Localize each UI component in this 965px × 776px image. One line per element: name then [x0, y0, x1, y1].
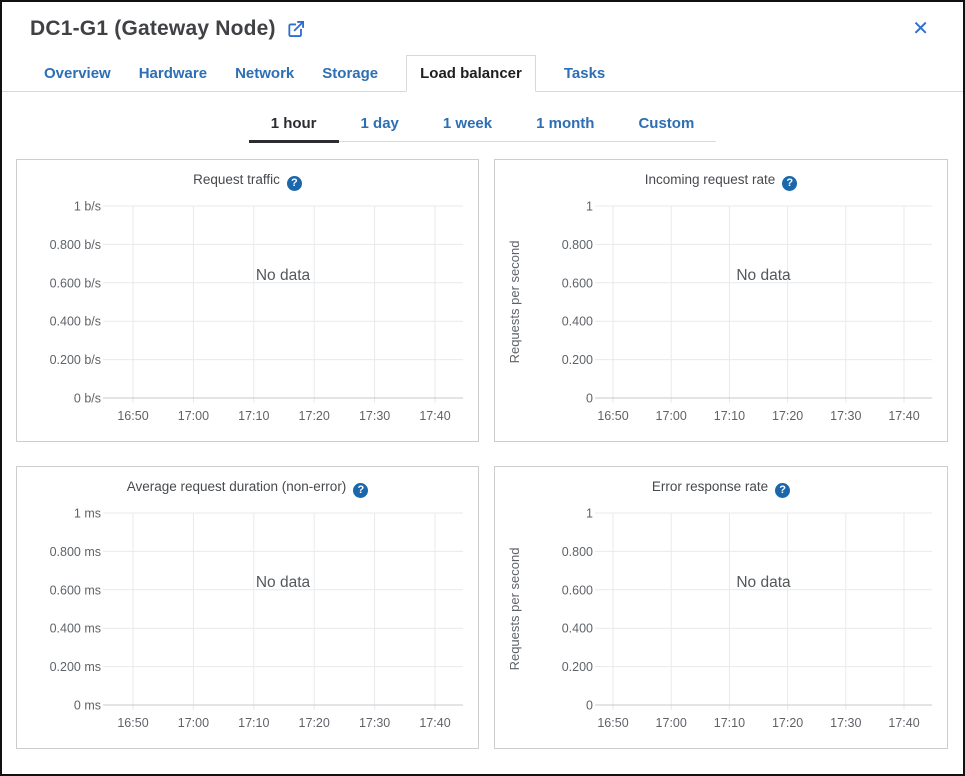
chart-title-row: Incoming request rate? — [495, 172, 947, 191]
tab-load-balancer[interactable]: Load balancer — [406, 55, 536, 92]
y-tick-label: 0 — [586, 392, 593, 406]
tab-bar: Overview Hardware Network Storage Load b… — [2, 55, 963, 92]
tab-overview[interactable]: Overview — [44, 65, 111, 82]
chart-svg: 1 b/s 0.800 b/s 0.600 b/s 0.400 b/s 0.200 b/… — [50, 200, 463, 423]
x-tick-label: 16:50 — [597, 409, 628, 423]
x-tick-label: 17:20 — [772, 409, 803, 423]
x-tick-label: 17:00 — [656, 409, 687, 423]
x-tick-label: 16:50 — [597, 716, 628, 730]
y-tick-label: 0.800 b/s — [50, 238, 101, 252]
help-icon[interactable]: ? — [353, 483, 369, 498]
y-tick-label: 0.200 b/s — [50, 353, 101, 367]
y-tick-label: 0.600 ms — [50, 583, 101, 597]
panel-average-request-duration: Average request duration (non-error)? 1 … — [16, 466, 479, 749]
x-tick-label: 17:00 — [178, 409, 209, 423]
no-data-label: No data — [736, 574, 791, 591]
y-tick-label: 0.600 — [562, 276, 593, 290]
x-tick-label: 17:40 — [419, 409, 450, 423]
y-tick-label: 1 b/s — [74, 200, 101, 214]
tab-network[interactable]: Network — [235, 65, 295, 82]
range-custom[interactable]: Custom — [638, 115, 695, 132]
panel-error-response-rate: Error response rate? 1 0.800 0.600 0.400 0.2… — [494, 466, 948, 749]
time-range-bar: 1 hour 1 day 1 week 1 month Custom — [2, 105, 963, 143]
panel-request-traffic: Request traffic? 1 b/s 0.800 b/s 0.600 b/s… — [16, 159, 479, 442]
chart-title-row: Request traffic? — [17, 172, 478, 191]
y-tick-label: 1 — [586, 507, 593, 521]
x-tick-label: 17:00 — [178, 716, 209, 730]
tab-storage[interactable]: Storage — [322, 65, 379, 82]
chart-svg: 1 0.800 0.600 0.400 0.200 0 16:50 17:00 17:10 17:… — [507, 507, 932, 730]
chart-title: Request traffic — [193, 172, 280, 187]
x-tick-label: 17:20 — [299, 409, 330, 423]
y-tick-label: 0.400 — [562, 315, 593, 329]
x-tick-label: 17:20 — [772, 716, 803, 730]
tab-tasks[interactable]: Tasks — [563, 65, 606, 82]
y-tick-label: 0.800 — [562, 545, 593, 559]
y-axis-label: Requests per second — [507, 241, 522, 364]
x-tick-label: 16:50 — [117, 716, 148, 730]
chart-canvas-incoming-request-rate: 1 0.800 0.600 0.400 0.200 0 16:50 17:00 17:10 17:… — [495, 196, 947, 441]
chart-canvas-average-request-duration: 1 ms 0.800 ms 0.600 ms 0.400 ms 0.200 ms 0 ms… — [17, 503, 478, 748]
y-tick-label: 1 — [586, 200, 593, 214]
x-tick-label: 17:20 — [299, 716, 330, 730]
y-tick-label: 0.400 — [562, 622, 593, 636]
no-data-label: No data — [736, 267, 791, 284]
range-1-hour[interactable]: 1 hour — [248, 105, 339, 143]
range-1-week[interactable]: 1 week — [442, 115, 493, 132]
chart-svg: 1 ms 0.800 ms 0.600 ms 0.400 ms 0.200 ms 0 ms… — [50, 507, 463, 730]
y-tick-label: 0.400 ms — [50, 622, 101, 636]
x-tick-label: 17:30 — [830, 716, 861, 730]
range-1-day[interactable]: 1 day — [360, 115, 399, 132]
x-tick-label: 17:40 — [419, 716, 450, 730]
chart-title: Incoming request rate — [644, 172, 776, 187]
y-tick-label: 0 ms — [74, 699, 101, 713]
x-tick-label: 16:50 — [117, 409, 148, 423]
x-tick-label: 17:40 — [888, 409, 919, 423]
no-data-label: No data — [256, 267, 311, 284]
y-axis-label: Requests per second — [507, 548, 522, 671]
panel-incoming-request-rate: Incoming request rate? 1 0.800 0.600 0.400 0… — [494, 159, 948, 442]
range-1-month[interactable]: 1 month — [536, 115, 595, 132]
chart-title-row: Error response rate? — [495, 479, 947, 498]
y-tick-label: 0.200 ms — [50, 660, 101, 674]
page-title: DC1-G1 (Gateway Node) — [30, 17, 276, 40]
chart-svg: 1 0.800 0.600 0.400 0.200 0 16:50 17:00 17:10 17:… — [507, 200, 932, 423]
x-tick-label: 17:10 — [714, 716, 745, 730]
charts-grid: Request traffic? 1 b/s 0.800 b/s 0.600 b/s… — [16, 159, 949, 749]
x-tick-label: 17:30 — [830, 409, 861, 423]
help-icon[interactable]: ? — [775, 483, 791, 498]
y-tick-label: 0.400 b/s — [50, 315, 101, 329]
x-tick-label: 17:10 — [714, 409, 745, 423]
y-tick-label: 0.200 — [562, 660, 593, 674]
x-tick-label: 17:10 — [238, 409, 269, 423]
no-data-label: No data — [256, 574, 311, 591]
help-icon[interactable]: ? — [286, 176, 302, 191]
y-tick-label: 0.200 — [562, 353, 593, 367]
external-link-icon[interactable] — [286, 19, 306, 39]
chart-title-row: Average request duration (non-error)? — [17, 479, 478, 498]
chart-canvas-error-response-rate: 1 0.800 0.600 0.400 0.200 0 16:50 17:00 17:10 17:… — [495, 503, 947, 748]
y-tick-label: 0 b/s — [74, 392, 101, 406]
y-tick-label: 0.600 b/s — [50, 276, 101, 290]
tab-hardware[interactable]: Hardware — [138, 65, 208, 82]
y-tick-label: 0.800 — [562, 238, 593, 252]
header: DC1-G1 (Gateway Node) ✕ — [2, 2, 963, 41]
y-tick-label: 0 — [586, 699, 593, 713]
x-tick-label: 17:10 — [238, 716, 269, 730]
chart-canvas-request-traffic: 1 b/s 0.800 b/s 0.600 b/s 0.400 b/s 0.200 b/… — [17, 196, 478, 441]
y-tick-label: 0.800 ms — [50, 545, 101, 559]
y-tick-label: 0.600 — [562, 583, 593, 597]
x-tick-label: 17:30 — [359, 409, 390, 423]
chart-title: Error response rate — [651, 479, 769, 494]
y-tick-label: 1 ms — [74, 507, 101, 521]
x-tick-label: 17:40 — [888, 716, 919, 730]
help-icon[interactable]: ? — [782, 176, 798, 191]
x-tick-label: 17:30 — [359, 716, 390, 730]
x-tick-label: 17:00 — [656, 716, 687, 730]
chart-title: Average request duration (non-error) — [126, 479, 347, 494]
close-icon[interactable]: ✕ — [912, 18, 929, 40]
